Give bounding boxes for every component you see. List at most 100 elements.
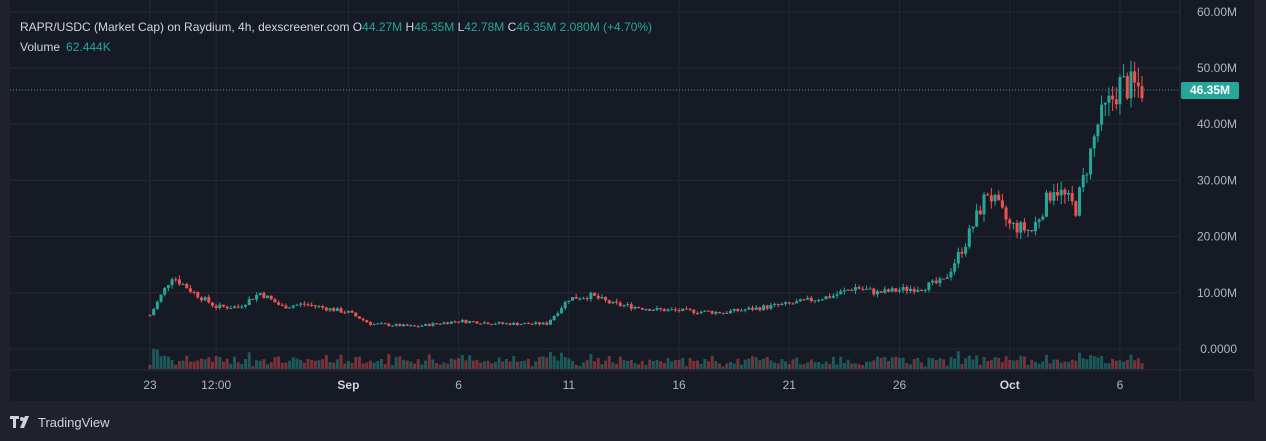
candle-body: [475, 321, 479, 324]
volume-bar: [949, 356, 953, 369]
candle-body: [398, 324, 402, 327]
candle-body: [1096, 124, 1100, 137]
candle-body: [390, 325, 394, 327]
chart-pane[interactable]: 0.0000 10.00M 20.00M 30.00M 40.00M 50.00M 60.0…: [10, 0, 1254, 401]
candle-body: [890, 288, 894, 292]
volume-bar: [321, 359, 325, 369]
volume-bar: [310, 359, 314, 369]
candle-body: [776, 304, 780, 306]
candle-body: [152, 308, 156, 316]
volume-bar: [607, 355, 611, 369]
candle-body: [405, 324, 409, 326]
volume-bar: [864, 361, 868, 369]
candle-body: [1092, 136, 1096, 149]
volume-bar: [501, 361, 505, 369]
volume-bar: [512, 356, 516, 369]
volume-bar: [166, 356, 170, 369]
volume-bar: [350, 363, 354, 369]
candle-body: [626, 304, 630, 306]
volume-bar: [857, 364, 861, 369]
candle-body: [203, 297, 207, 301]
volume-bar: [273, 357, 277, 369]
volume-bar: [861, 365, 865, 369]
volume-bar: [537, 356, 541, 369]
candle-body: [277, 302, 281, 305]
candle-body: [978, 210, 982, 215]
volume-bar: [258, 360, 262, 369]
candle-body: [684, 308, 688, 310]
volume-bar: [1070, 359, 1074, 369]
volume-bar: [479, 362, 483, 369]
candle-body: [640, 308, 644, 310]
volume-bar: [582, 362, 586, 369]
candle-body: [460, 319, 464, 323]
volume-bar: [317, 360, 321, 369]
candle-body: [1055, 192, 1059, 196]
volume-bar: [747, 358, 751, 369]
candle-body: [159, 294, 163, 302]
volume-bar: [655, 359, 659, 369]
volume-bar: [1033, 361, 1037, 369]
candle-body: [960, 251, 964, 254]
candle-body: [868, 288, 872, 290]
volume-bar: [335, 359, 339, 369]
candle-body: [1067, 193, 1071, 195]
candle-body: [787, 302, 791, 304]
volume-bar: [357, 356, 361, 369]
volume-bar: [1081, 358, 1085, 369]
candle-body: [424, 324, 428, 326]
volume-bar: [284, 362, 288, 369]
candle-body: [1070, 193, 1074, 202]
volume-bar: [299, 359, 303, 369]
volume-bar: [1008, 359, 1012, 369]
volume-bar: [934, 360, 938, 369]
candle-body: [710, 311, 714, 314]
volume-bar: [244, 359, 248, 369]
volume-bar: [475, 359, 479, 369]
volume-bar: [420, 364, 424, 369]
volume-bar: [233, 356, 237, 369]
last-price-label: 46.35M: [1181, 82, 1239, 99]
candle-body: [413, 325, 417, 327]
volume-bar: [923, 366, 927, 369]
volume-bar: [545, 357, 549, 369]
candle-body: [288, 307, 292, 309]
candle-body: [273, 299, 277, 303]
volume-bar: [1044, 354, 1048, 369]
volume-bar: [295, 358, 299, 369]
candle-body: [813, 300, 817, 302]
volume-bar: [163, 355, 167, 369]
candle-body: [886, 289, 890, 292]
candle-body: [192, 291, 196, 293]
x-tick-label: Oct: [1000, 378, 1020, 392]
candle-body: [673, 309, 677, 311]
candle-body: [321, 306, 325, 308]
candle-body: [343, 312, 347, 314]
candle-body: [967, 228, 971, 247]
candle-body: [1133, 71, 1137, 83]
volume-bar: [376, 361, 380, 369]
ohlc-open-label: O: [352, 20, 363, 34]
candle-body: [188, 288, 192, 292]
candle-body: [879, 291, 883, 293]
footer-branding[interactable]: TradingView: [10, 412, 110, 432]
candle-body: [828, 296, 832, 298]
candle-body: [802, 299, 806, 301]
candle-body: [490, 324, 494, 326]
candle-body: [574, 297, 578, 299]
volume-bar: [890, 357, 894, 369]
volume-bar: [1140, 363, 1144, 369]
candle-body: [662, 309, 666, 312]
volume-bar: [872, 360, 876, 369]
volume-bar: [886, 361, 890, 369]
candle-body: [762, 305, 766, 311]
volume-bar: [1048, 363, 1052, 369]
candle-body: [233, 306, 237, 309]
candle-body: [291, 305, 295, 308]
candle-body: [901, 287, 905, 291]
volume-bar: [1067, 361, 1071, 369]
volume-bar: [402, 359, 406, 369]
candle-body: [751, 307, 755, 310]
candle-body: [196, 292, 200, 298]
candlestick-chart[interactable]: 0.0000 10.00M 20.00M 30.00M 40.00M 50.00M 60.0…: [10, 0, 1254, 401]
